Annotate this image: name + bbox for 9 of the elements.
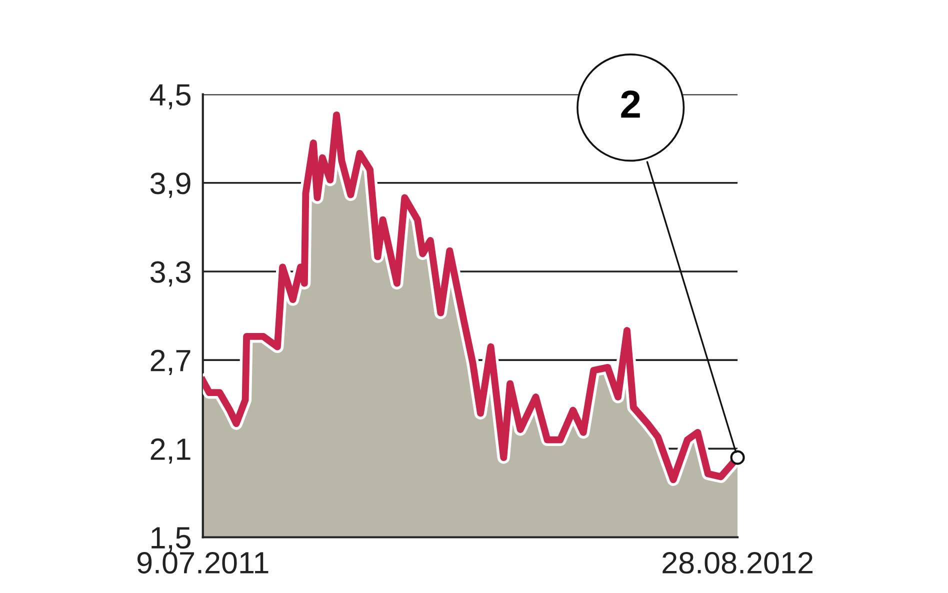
x-tick-label: 9.07.2011	[137, 552, 268, 574]
y-tick-label: 2,1	[150, 438, 190, 464]
x-tick-label: 28.08.2012	[662, 552, 812, 574]
annotation: 2	[621, 90, 640, 118]
y-tick-label: 2,7	[150, 350, 190, 376]
y-tick-label: 1,5	[152, 527, 190, 552]
y-tick-label: 3,3	[150, 261, 190, 286]
y-tick-label: 3,9	[150, 172, 190, 198]
y-tick-label: 4,5	[150, 84, 190, 110]
